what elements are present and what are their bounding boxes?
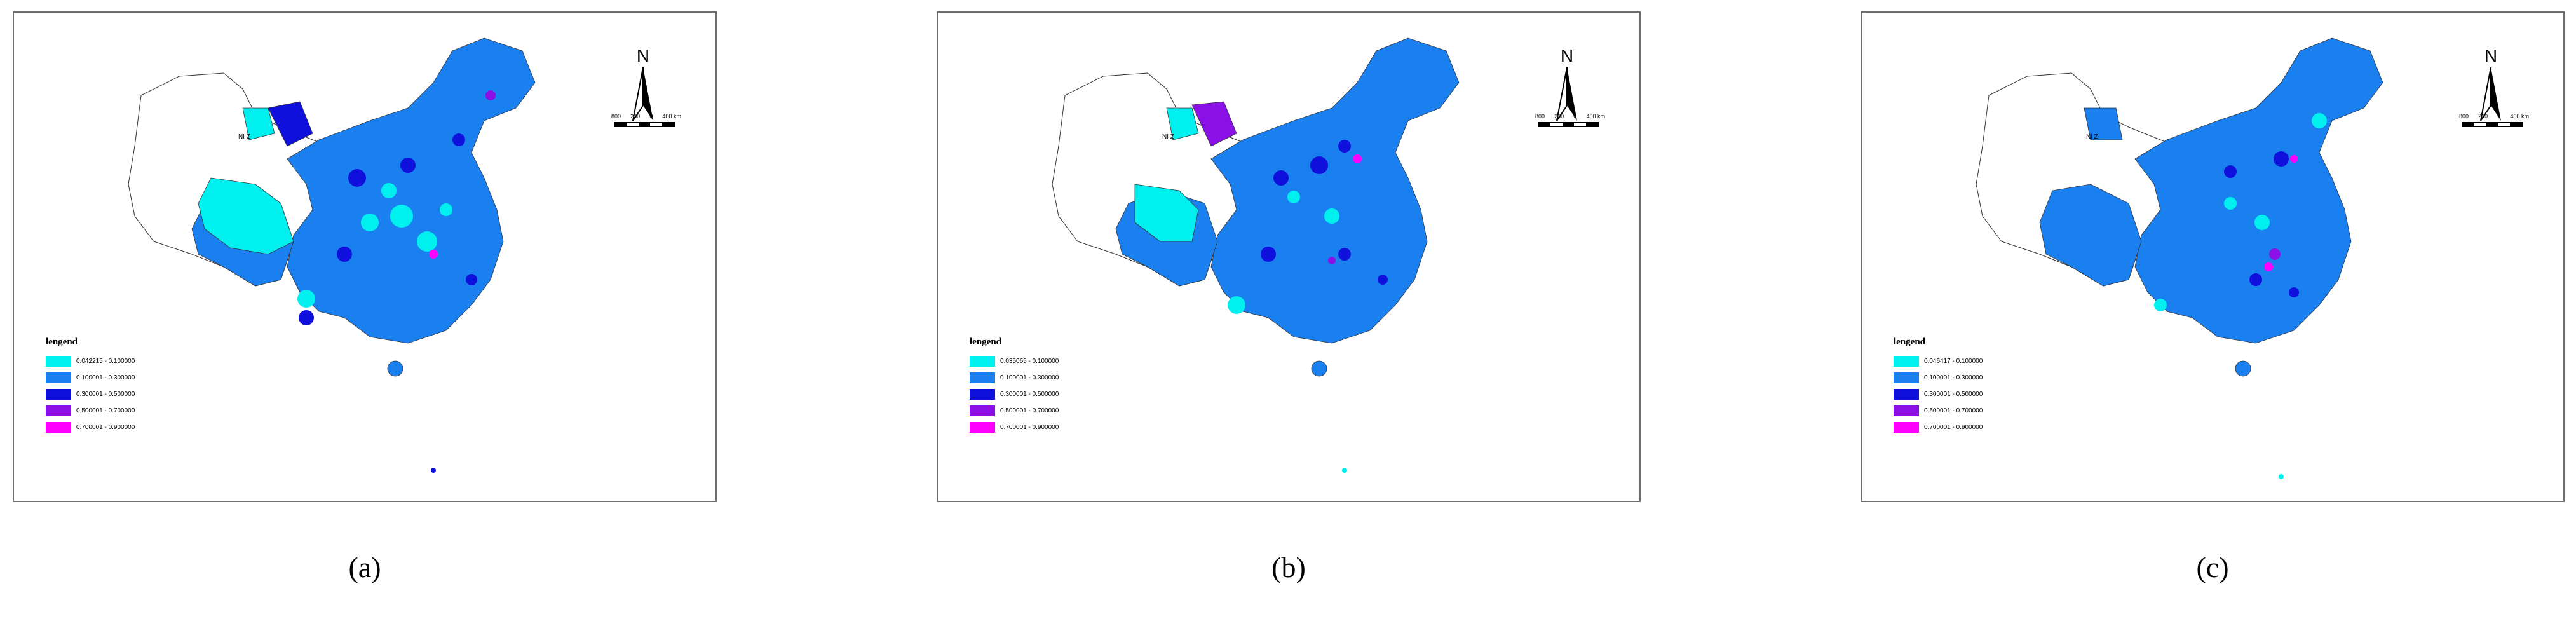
north-label: N	[2484, 46, 2498, 65]
scale-tick: 800	[611, 113, 621, 119]
legend-label: 0.100001 - 0.300000	[1000, 374, 1059, 381]
legend-label: 0.300001 - 0.500000	[1000, 390, 1059, 398]
north-label: N	[1560, 46, 1574, 65]
caption-b: (b)	[1271, 551, 1306, 583]
caption-c: (c)	[2196, 551, 2229, 583]
north-arrow-icon	[2480, 67, 2501, 121]
north-arrow-icon	[632, 67, 653, 121]
legend-title: lengend	[46, 337, 78, 347]
region-label: NI Z	[238, 133, 250, 140]
legend-item: 0.500001 - 0.700000	[46, 402, 173, 419]
legend-label: 0.100001 - 0.300000	[1924, 374, 1983, 381]
map-panel-c: N 800 200 0 400 km lengend 0.046417 - 0.…	[1861, 11, 2565, 502]
legend-item: 0.500001 - 0.700000	[1894, 402, 2021, 419]
legend-item: 0.700001 - 0.900000	[46, 419, 173, 435]
legend-label: 0.500001 - 0.700000	[1000, 407, 1059, 414]
region-label: NI Z	[1162, 133, 1174, 140]
legend-label: 0.500001 - 0.700000	[1924, 407, 1983, 414]
scale-tick: 800	[1535, 113, 1545, 119]
legend-item: 0.700001 - 0.900000	[1894, 419, 2021, 435]
scale-bar: 800 200 0 400 km	[1535, 113, 1605, 139]
scale-tick: 0	[2497, 113, 2501, 119]
legend-label: 0.035065 - 0.100000	[1000, 357, 1059, 365]
north-arrow-icon	[1556, 67, 1577, 121]
legend-item: 0.500001 - 0.700000	[970, 402, 1097, 419]
legend-title: lengend	[970, 337, 1002, 347]
legend-item: 0.300001 - 0.500000	[1894, 386, 2021, 402]
legend-label: 0.700001 - 0.900000	[1000, 423, 1059, 431]
scale-tick: 400 km	[1586, 113, 1605, 119]
legend: lengend 0.046417 - 0.100000 0.100001 - 0…	[1894, 337, 2021, 435]
scale-tick: 0	[649, 113, 653, 119]
north-arrow: N	[624, 46, 662, 122]
legend-label: 0.300001 - 0.500000	[76, 390, 135, 398]
legend-label: 0.046417 - 0.100000	[1924, 357, 1983, 365]
scale-tick: 0	[1573, 113, 1577, 119]
legend: lengend 0.035065 - 0.100000 0.100001 - 0…	[970, 337, 1097, 435]
legend-title: lengend	[1894, 337, 1926, 347]
legend-item: 0.100001 - 0.300000	[1894, 369, 2021, 386]
legend: lengend 0.042215 - 0.100000 0.100001 - 0…	[46, 337, 173, 435]
legend-item: 0.100001 - 0.300000	[46, 369, 173, 386]
scale-tick: 200	[630, 113, 641, 119]
north-arrow: N	[2472, 46, 2510, 122]
map-panel-a: N 800 200 0 400 km lengend 0.042215 - 0.…	[13, 11, 717, 502]
legend-item: 0.700001 - 0.900000	[970, 419, 1097, 435]
legend-item: 0.046417 - 0.100000	[1894, 353, 2021, 369]
choropleth-map-b	[1052, 37, 1460, 473]
caption-a: (a)	[348, 551, 381, 583]
scale-tick: 200	[1554, 113, 1564, 119]
north-label: N	[636, 46, 650, 65]
scale-tick: 800	[2459, 113, 2469, 119]
legend-item: 0.035065 - 0.100000	[970, 353, 1097, 369]
legend-label: 0.500001 - 0.700000	[76, 407, 135, 414]
legend-item: 0.100001 - 0.300000	[970, 369, 1097, 386]
scale-bar: 800 200 0 400 km	[611, 113, 681, 139]
choropleth-map-c	[1976, 37, 2383, 479]
legend-label: 0.100001 - 0.300000	[76, 374, 135, 381]
legend-label: 0.700001 - 0.900000	[1924, 423, 1983, 431]
map-panel-b: N 800 200 0 400 km lengend 0.035065 - 0.…	[937, 11, 1641, 502]
scale-bar: 800 200 0 400 km	[2459, 113, 2529, 139]
choropleth-map-a	[128, 37, 536, 473]
scale-tick: 200	[2478, 113, 2488, 119]
legend-label: 0.300001 - 0.500000	[1924, 390, 1983, 398]
north-arrow: N	[1548, 46, 1586, 122]
legend-item: 0.042215 - 0.100000	[46, 353, 173, 369]
legend-item: 0.300001 - 0.500000	[46, 386, 173, 402]
region-label: NI Z	[2086, 133, 2098, 140]
legend-item: 0.300001 - 0.500000	[970, 386, 1097, 402]
legend-label: 0.042215 - 0.100000	[76, 357, 135, 365]
legend-label: 0.700001 - 0.900000	[76, 423, 135, 431]
scale-tick: 400 km	[2510, 113, 2529, 119]
scale-tick: 400 km	[662, 113, 681, 119]
